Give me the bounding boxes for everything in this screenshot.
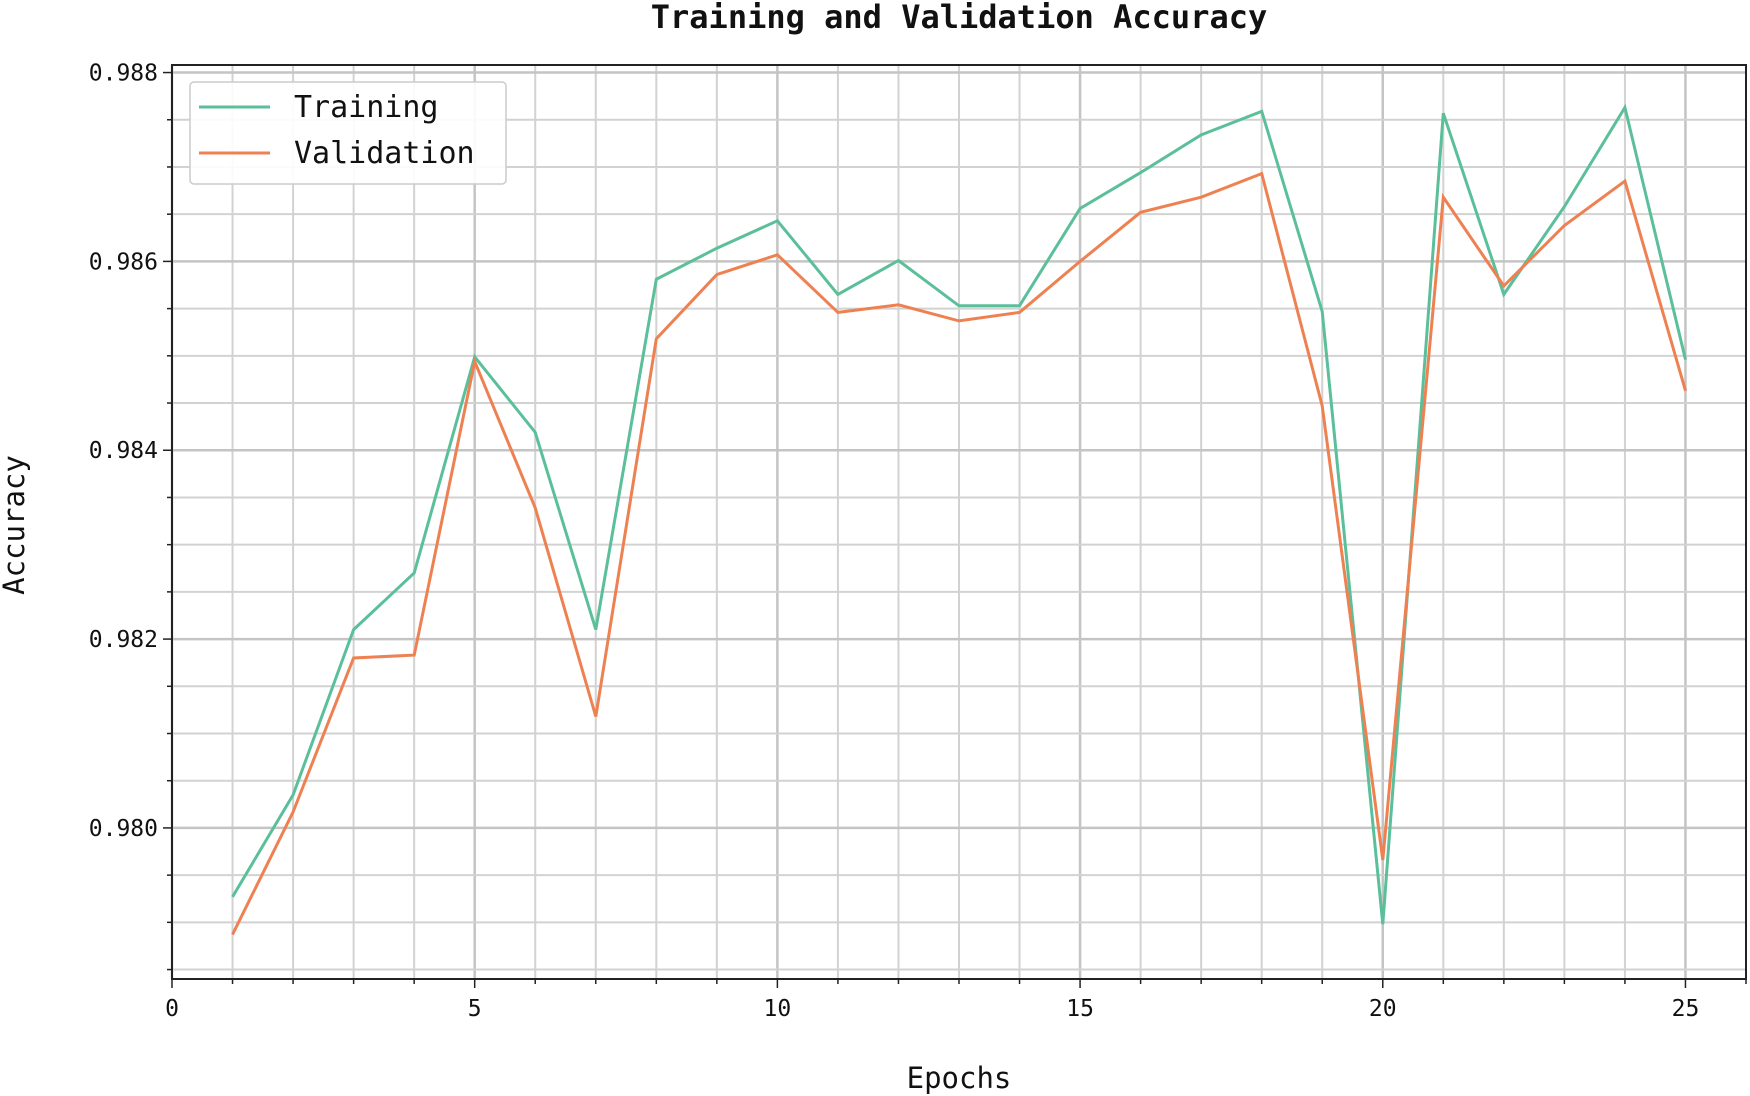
legend-label-training: Training — [294, 90, 439, 125]
axis-ticks: 0 5 10 15 20 25 0.980 0.982 0.984 0.986 0.988 — [89, 61, 1747, 1022]
x-tick-label: 15 — [1066, 996, 1094, 1022]
y-tick-label: 0.980 — [89, 816, 158, 842]
x-tick-label: 0 — [165, 996, 179, 1022]
y-tick-label: 0.988 — [89, 61, 158, 87]
series-line-validation — [231, 171, 1687, 936]
y-tick-label: 0.984 — [89, 438, 158, 464]
x-tick-label: 5 — [468, 996, 482, 1022]
chart-title: Training and Validation Accuracy — [651, 0, 1268, 36]
y-tick-label: 0.986 — [89, 249, 158, 275]
x-tick-label: 25 — [1672, 996, 1700, 1022]
x-tick-label: 20 — [1369, 996, 1397, 1022]
legend: Training Validation — [189, 81, 507, 185]
grid — [170, 65, 1747, 979]
y-axis-label: Accuracy — [0, 455, 31, 595]
x-axis-label: Epochs — [907, 1061, 1012, 1095]
x-tick-label: 10 — [764, 996, 792, 1022]
series-lines — [231, 103, 1687, 936]
y-tick-label: 0.982 — [89, 627, 158, 653]
legend-label-validation: Validation — [294, 136, 475, 171]
series-line-training — [231, 103, 1687, 925]
